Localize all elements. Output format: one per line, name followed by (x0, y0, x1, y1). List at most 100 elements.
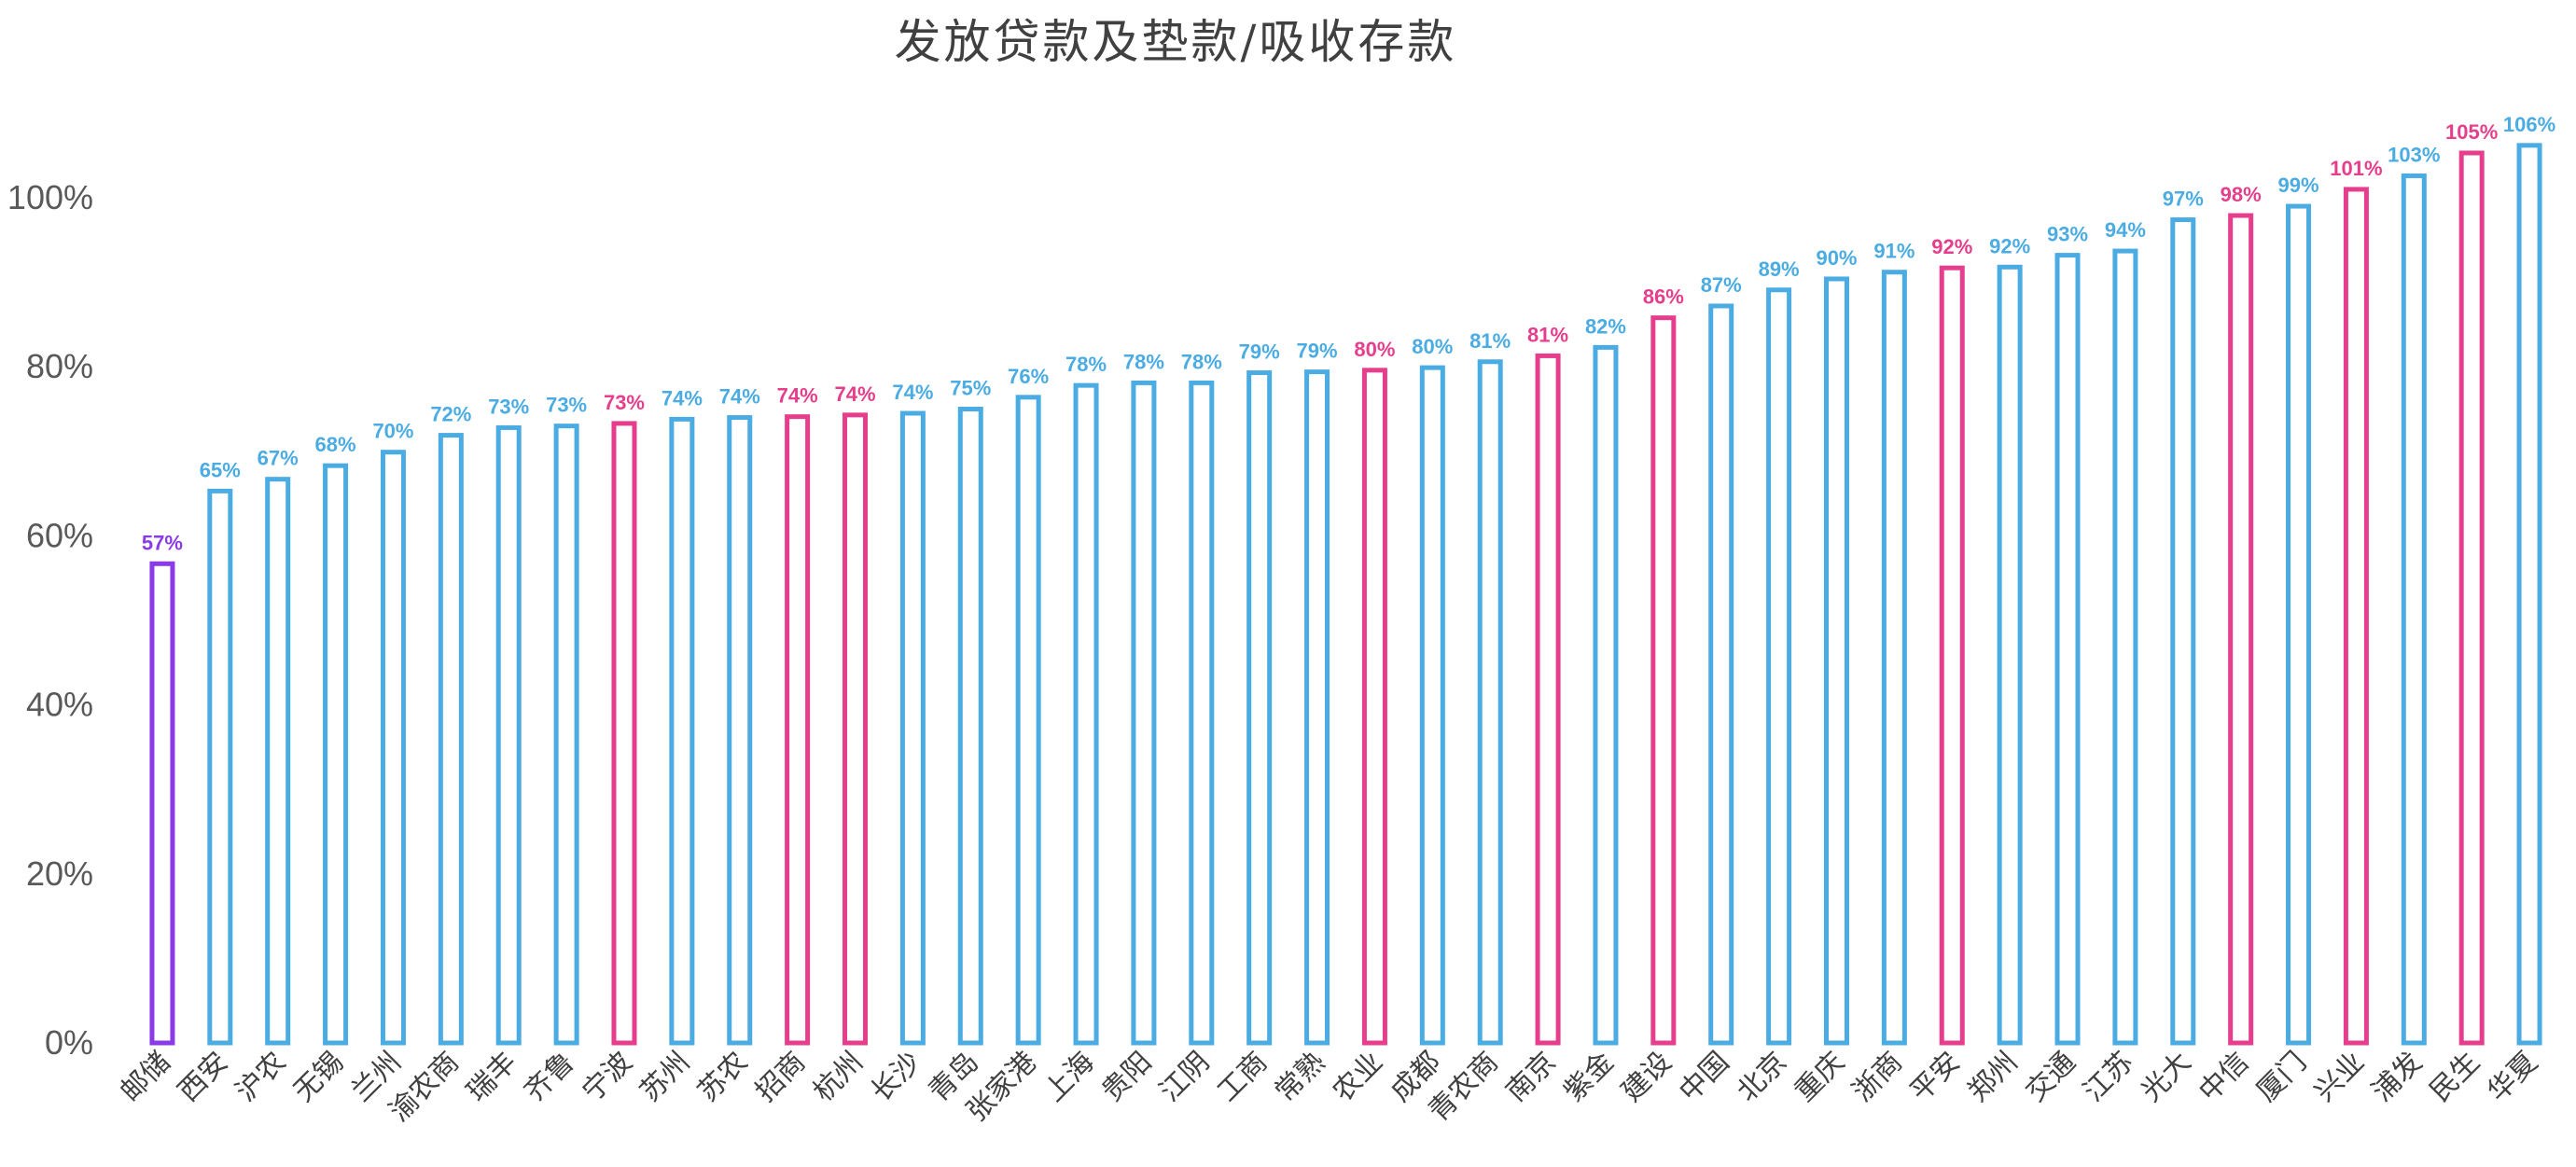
bar (2112, 248, 2138, 1046)
x-tick-label: 农业 (1327, 1046, 1389, 1108)
bar (2228, 213, 2254, 1046)
bar (727, 415, 753, 1046)
data-label: 67% (258, 447, 299, 470)
bar-series (149, 143, 2542, 1046)
x-tick-label: 郑州 (1962, 1046, 2025, 1108)
data-label: 81% (1527, 323, 1568, 346)
bar (957, 407, 983, 1046)
bar (1015, 395, 1041, 1046)
bar (899, 410, 926, 1046)
bar (2286, 203, 2312, 1046)
data-label: 73% (546, 394, 587, 417)
data-label: 97% (2163, 188, 2204, 211)
x-tick-label: 建设 (1615, 1046, 1678, 1108)
x-tick-label: 宁波 (576, 1046, 638, 1108)
x-tick-label: 北京 (1731, 1046, 1793, 1108)
x-axis: 邮储西安沪农无锡兰州渝农商瑞丰齐鲁宁波苏州苏农招商杭州长沙青岛张家港上海贵阳江阴… (114, 1046, 2543, 1128)
y-tick-label: 20% (26, 854, 93, 893)
data-label: 68% (315, 433, 356, 456)
y-tick-label: 40% (26, 686, 93, 724)
bar (1535, 353, 1561, 1046)
bar (1766, 287, 1792, 1046)
bar (1419, 365, 1445, 1046)
data-label: 92% (1989, 234, 2030, 257)
data-label: 65% (200, 458, 241, 481)
data-label: 101% (2330, 157, 2382, 180)
x-tick-label: 常熟 (1269, 1046, 1331, 1108)
x-tick-label: 江苏 (2077, 1046, 2139, 1108)
bar (438, 433, 464, 1046)
bar (1823, 276, 1849, 1046)
data-labels: 57% 65% 67% 68% 70% 72% 73% 73% 73% 74% 74% 74% 74% 7… (142, 113, 2555, 554)
bar (611, 421, 637, 1046)
bar (323, 463, 349, 1046)
bar (1881, 270, 1907, 1046)
y-tick-label: 100% (7, 178, 93, 216)
bar (1073, 382, 1099, 1046)
data-label: 79% (1239, 340, 1280, 364)
data-label: 98% (2221, 183, 2262, 206)
data-label: 105% (2445, 120, 2498, 144)
bar (2458, 150, 2485, 1046)
data-label: 87% (1701, 273, 1742, 297)
bar (553, 424, 579, 1046)
data-label: 106% (2503, 113, 2555, 136)
x-tick-label: 紫金 (1557, 1046, 1620, 1108)
data-label: 80% (1354, 338, 1395, 361)
x-tick-label: 浙商 (1846, 1046, 1909, 1108)
bar (1650, 315, 1677, 1046)
bar (2343, 187, 2369, 1046)
bar (1189, 380, 1215, 1046)
data-label: 79% (1297, 340, 1338, 363)
data-label: 86% (1643, 285, 1684, 309)
bar (1939, 265, 1965, 1046)
bar (149, 561, 175, 1046)
x-tick-label: 齐鲁 (519, 1046, 581, 1108)
x-tick-label: 中信 (2193, 1046, 2255, 1108)
bar (2401, 173, 2427, 1046)
x-tick-label: 瑞丰 (461, 1046, 523, 1108)
x-tick-label: 招商 (749, 1046, 812, 1108)
data-label: 74% (661, 386, 703, 410)
data-label: 74% (777, 384, 818, 408)
x-tick-label: 兴业 (2308, 1046, 2371, 1108)
bar (2516, 143, 2542, 1046)
data-label: 70% (372, 420, 413, 443)
x-tick-label: 邮储 (114, 1046, 176, 1108)
data-label: 81% (1469, 329, 1511, 353)
x-tick-label: 杭州 (807, 1046, 870, 1108)
data-label: 91% (1873, 240, 1915, 263)
chart-title: 发放贷款及垫款/吸收存款 (895, 15, 1457, 69)
data-label: 94% (2105, 218, 2146, 242)
bar (2054, 253, 2081, 1046)
x-tick-label: 重庆 (1789, 1046, 1851, 1108)
bar (1593, 344, 1619, 1046)
bar (380, 450, 406, 1046)
x-tick-label: 平安 (1904, 1046, 1967, 1108)
data-label: 80% (1412, 335, 1453, 358)
x-tick-label: 中国 (1673, 1046, 1735, 1108)
data-label: 74% (719, 385, 760, 409)
data-label: 93% (2047, 223, 2088, 246)
bar (495, 424, 522, 1046)
bar (1304, 369, 1330, 1046)
x-tick-label: 苏农 (691, 1046, 754, 1108)
data-label: 103% (2388, 143, 2440, 166)
data-label: 78% (1123, 350, 1164, 373)
x-tick-label: 苏州 (634, 1046, 696, 1108)
data-label: 78% (1181, 350, 1222, 373)
x-tick-label: 江阴 (1153, 1046, 1216, 1108)
data-label: 82% (1585, 314, 1626, 338)
data-label: 57% (142, 531, 183, 554)
data-label: 76% (1008, 365, 1049, 388)
data-label: 78% (1065, 353, 1107, 376)
y-axis: 0% 20% 40% 60% 80% 100% (7, 178, 93, 1062)
data-label: 75% (950, 377, 991, 400)
data-label: 92% (1931, 235, 1972, 258)
x-tick-label: 贵阳 (1095, 1046, 1158, 1108)
bar (1477, 359, 1503, 1046)
data-label: 73% (488, 395, 529, 418)
x-tick-label: 沪农 (230, 1046, 292, 1108)
bar (207, 488, 233, 1046)
